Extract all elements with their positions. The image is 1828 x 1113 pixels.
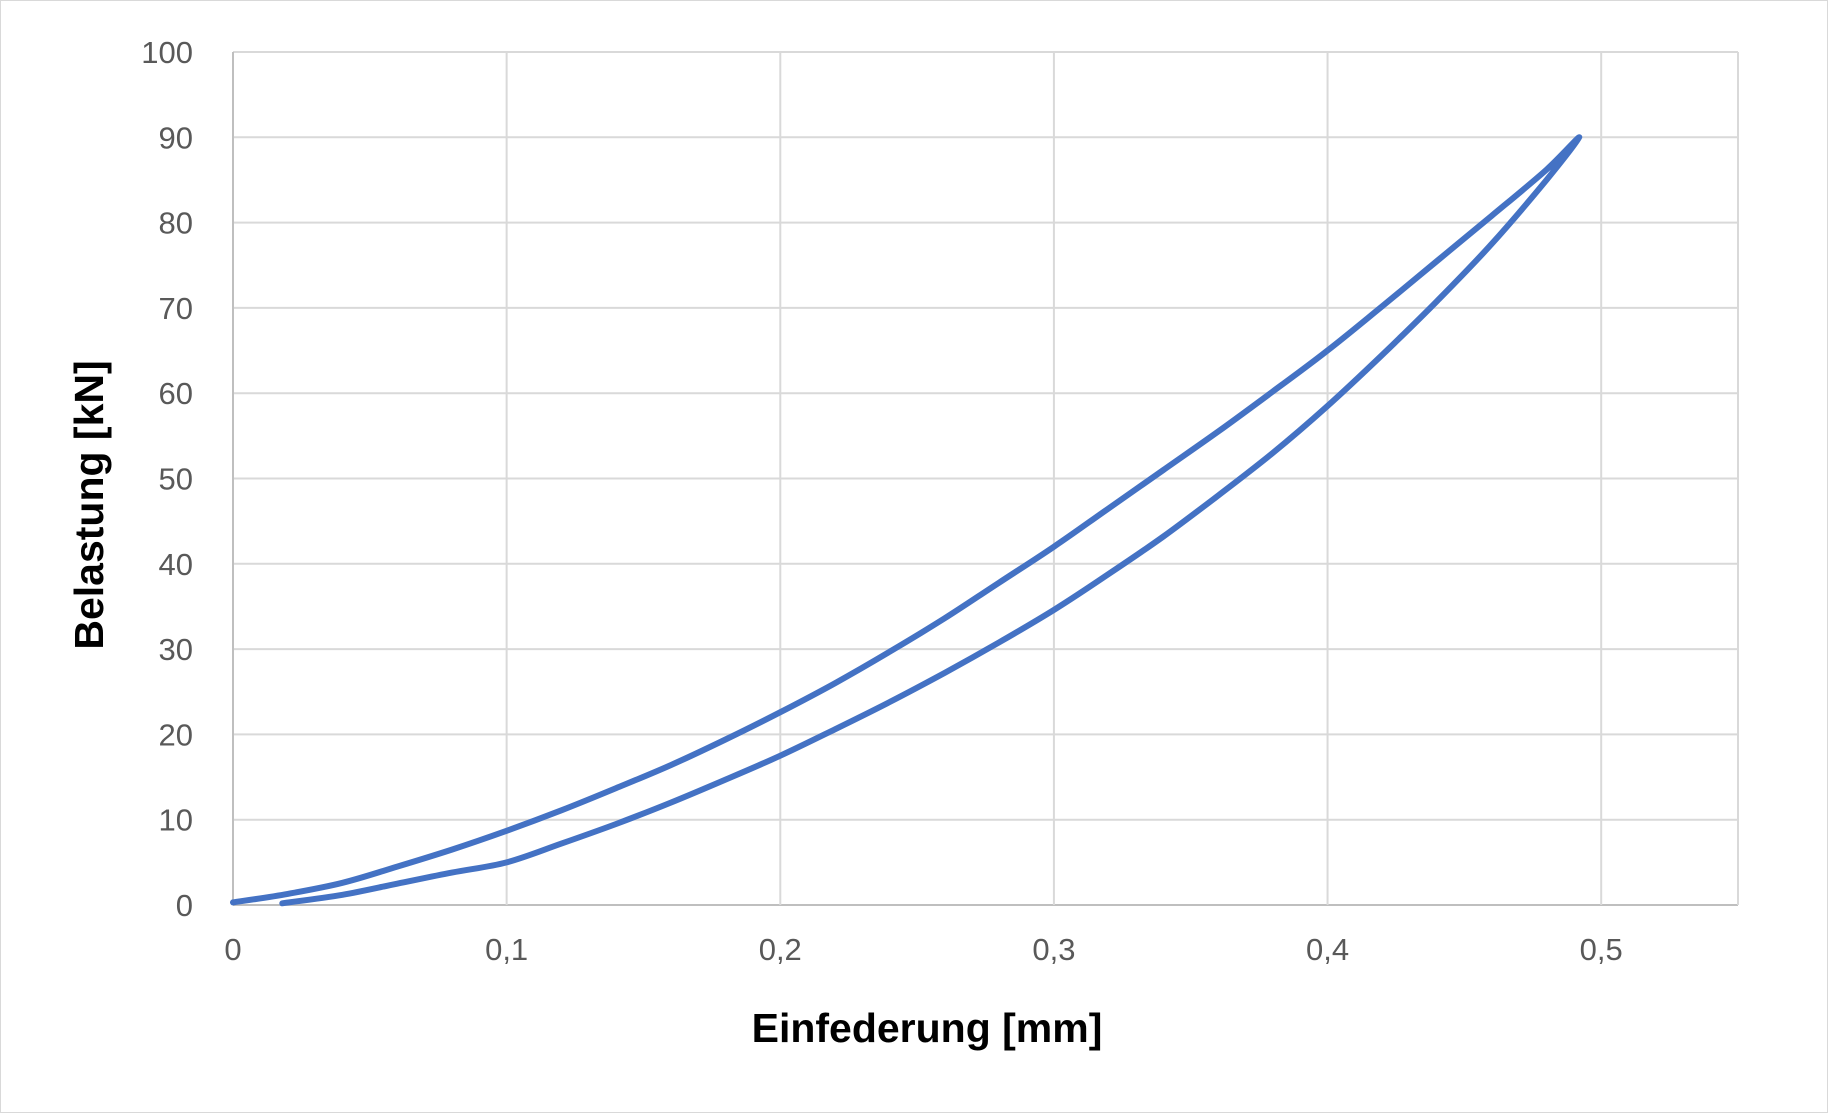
tick-labels: 0 10 20 30 40 50 60 70 80 90 100 0 0,1 0,2 0,3 0,4 0,5 bbox=[141, 35, 1622, 967]
x-tick-label: 0 bbox=[224, 932, 241, 967]
y-tick-label: 40 bbox=[159, 547, 193, 582]
y-tick-label: 20 bbox=[159, 717, 193, 752]
x-tick-label: 0,5 bbox=[1580, 932, 1623, 967]
series-line bbox=[230, 134, 1583, 907]
x-tick-label: 0,3 bbox=[1032, 932, 1075, 967]
x-axis-title: Einfederung [mm] bbox=[752, 1005, 1103, 1051]
x-tick-label: 0,1 bbox=[485, 932, 528, 967]
y-tick-label: 50 bbox=[159, 462, 193, 497]
y-tick-label: 10 bbox=[159, 803, 193, 838]
y-tick-label: 90 bbox=[159, 120, 193, 155]
y-tick-label: 100 bbox=[141, 35, 193, 70]
series-layer bbox=[230, 134, 1583, 907]
y-tick-label: 30 bbox=[159, 632, 193, 667]
x-tick-label: 0,2 bbox=[759, 932, 802, 967]
grid bbox=[232, 51, 1739, 906]
y-tick-label: 70 bbox=[159, 291, 193, 326]
y-tick-label: 80 bbox=[159, 206, 193, 241]
y-axis-title: Belastung [kN] bbox=[66, 360, 112, 649]
y-tick-label: 60 bbox=[159, 376, 193, 411]
x-tick-label: 0,4 bbox=[1306, 932, 1349, 967]
y-tick-label: 0 bbox=[176, 888, 193, 923]
